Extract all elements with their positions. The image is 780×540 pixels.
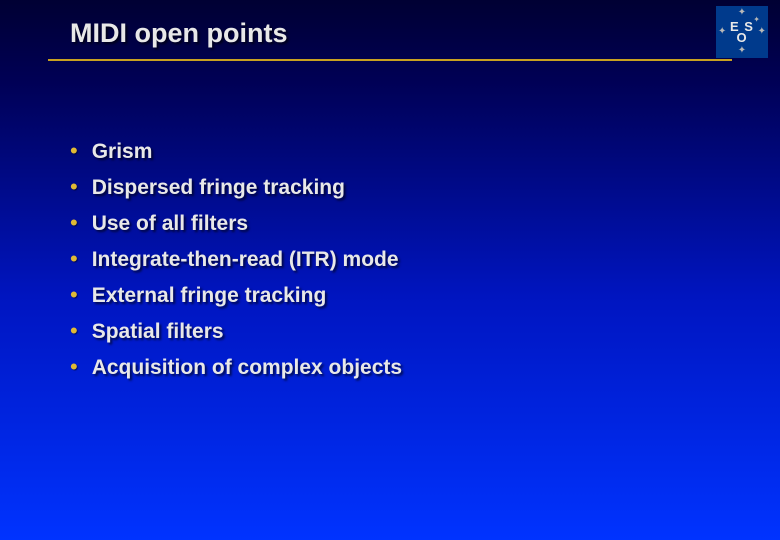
eso-logo-inner: ✦ ✦ ✦ ✦ ✦ E S O <box>716 6 768 58</box>
slide-header: MIDI open points ✦ ✦ ✦ ✦ ✦ E S O <box>0 0 780 61</box>
bullet-text: Acquisition of complex objects <box>92 355 402 381</box>
slide: MIDI open points ✦ ✦ ✦ ✦ ✦ E S O • Grism <box>0 0 780 540</box>
star-icon: ✦ <box>718 27 726 37</box>
eso-line2: O <box>736 30 747 45</box>
list-item: • Dispersed fringe tracking <box>70 175 780 201</box>
bullet-text: Dispersed fringe tracking <box>92 175 345 201</box>
bullet-icon: • <box>70 355 78 379</box>
bullet-text: Use of all filters <box>92 211 248 237</box>
bullet-icon: • <box>70 175 78 199</box>
bullet-icon: • <box>70 283 78 307</box>
star-icon: ✦ <box>758 27 766 37</box>
bullet-icon: • <box>70 319 78 343</box>
title-rule <box>48 59 732 61</box>
star-icon: ✦ <box>738 46 746 56</box>
star-icon: ✦ <box>738 8 746 18</box>
list-item: • External fringe tracking <box>70 283 780 309</box>
eso-logo: ✦ ✦ ✦ ✦ ✦ E S O <box>716 6 768 58</box>
list-item: • Spatial filters <box>70 319 780 345</box>
bullet-icon: • <box>70 211 78 235</box>
list-item: • Integrate-then-read (ITR) mode <box>70 247 780 273</box>
list-item: • Acquisition of complex objects <box>70 355 780 381</box>
list-item: • Use of all filters <box>70 211 780 237</box>
bullet-icon: • <box>70 247 78 271</box>
eso-logo-text: E S O <box>730 21 754 43</box>
list-item: • Grism <box>70 139 780 165</box>
bullet-icon: • <box>70 139 78 163</box>
bullet-text: Spatial filters <box>92 319 224 345</box>
bullet-text: Integrate-then-read (ITR) mode <box>92 247 399 273</box>
bullet-list: • Grism • Dispersed fringe tracking • Us… <box>70 139 780 381</box>
bullet-text: Grism <box>92 139 153 165</box>
star-icon: ✦ <box>753 16 760 24</box>
slide-title: MIDI open points <box>0 18 780 49</box>
bullet-text: External fringe tracking <box>92 283 327 309</box>
slide-body: • Grism • Dispersed fringe tracking • Us… <box>0 61 780 381</box>
